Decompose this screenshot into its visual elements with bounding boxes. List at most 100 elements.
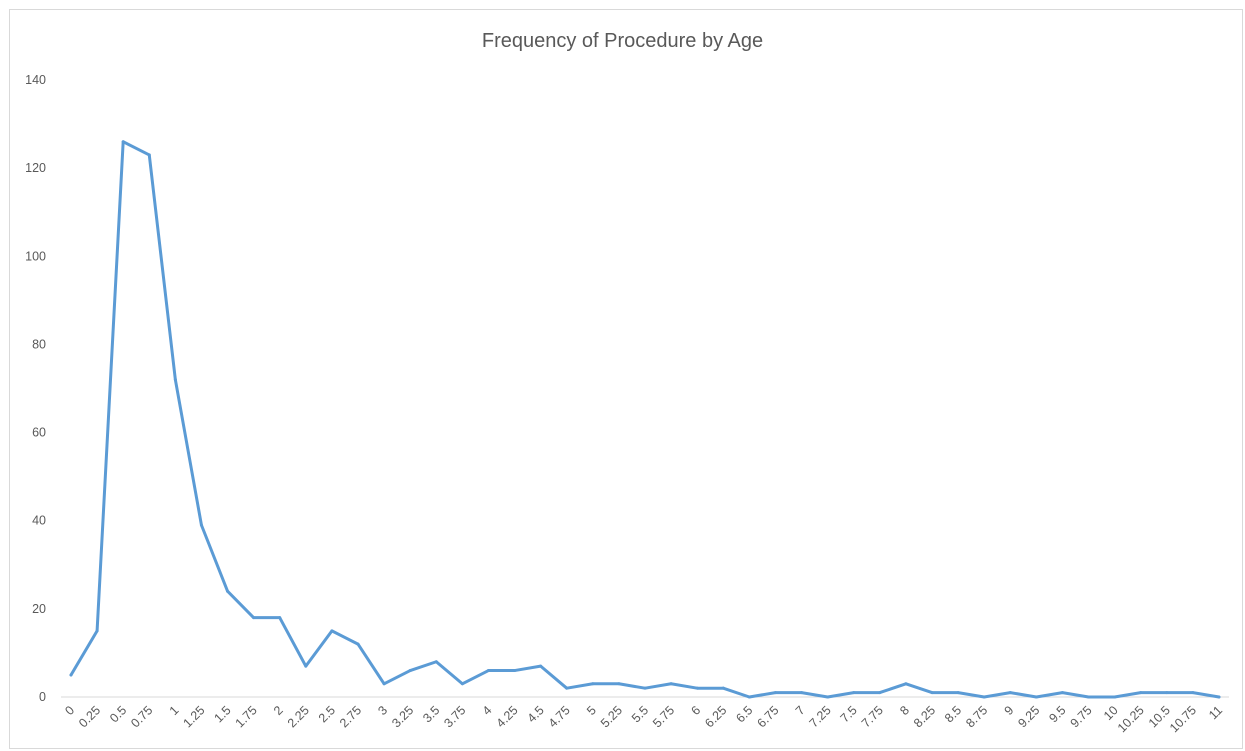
y-tick-label: 140 — [25, 73, 46, 87]
x-tick-label: 1 — [167, 703, 182, 718]
chart-title: Frequency of Procedure by Age — [481, 30, 764, 52]
x-tick-label: 2.25 — [285, 703, 312, 730]
x-tick-label: 8.5 — [942, 703, 964, 725]
y-tick-label: 100 — [25, 249, 46, 263]
x-tick-label: 9 — [1002, 703, 1017, 718]
x-tick-label: 3.75 — [441, 703, 468, 730]
y-tick-label: 0 — [39, 690, 46, 704]
x-tick-label: 10.75 — [1167, 703, 1199, 735]
x-tick-label: 5.75 — [650, 703, 677, 730]
x-tick-label: 8.25 — [911, 703, 938, 730]
data-point — [1034, 695, 1038, 699]
data-point — [486, 669, 490, 673]
data-point — [669, 682, 673, 686]
data-point — [1165, 691, 1169, 695]
x-tick-label: 7 — [793, 703, 808, 718]
data-point — [982, 695, 986, 699]
x-tick-label: 8 — [897, 703, 912, 718]
x-tick-label: 7.25 — [807, 703, 834, 730]
x-tick-label: 0.5 — [107, 703, 129, 725]
data-point — [226, 589, 230, 593]
x-tick-label: 5.5 — [629, 703, 651, 725]
x-tick-label: 6.25 — [702, 703, 729, 730]
data-point — [1060, 691, 1064, 695]
x-tick-label: 1.5 — [211, 703, 233, 725]
data-point — [330, 629, 334, 633]
series-line — [69, 140, 1221, 699]
data-point — [826, 695, 830, 699]
x-tick-label: 6.5 — [733, 703, 755, 725]
data-point — [1087, 695, 1091, 699]
x-tick-label: 7.75 — [859, 703, 886, 730]
x-tick-label: 9.75 — [1068, 703, 1095, 730]
data-point — [95, 629, 99, 633]
data-point — [199, 523, 203, 527]
x-tick-label: 0 — [62, 703, 77, 718]
x-tick-label: 0.75 — [128, 703, 155, 730]
data-point — [434, 660, 438, 664]
x-tick-label: 10.25 — [1115, 703, 1147, 735]
data-point — [800, 691, 804, 695]
data-point — [1008, 691, 1012, 695]
data-point — [878, 691, 882, 695]
x-tick-label: 9.25 — [1015, 703, 1042, 730]
x-tick-label: 11 — [1206, 703, 1225, 722]
data-point — [1113, 695, 1117, 699]
series-points — [69, 140, 1221, 699]
data-point — [591, 682, 595, 686]
x-tick-label: 4.75 — [546, 703, 573, 730]
y-tick-label: 80 — [32, 337, 46, 351]
data-point — [408, 669, 412, 673]
y-tick-label: 40 — [32, 514, 46, 528]
data-point — [460, 682, 464, 686]
y-tick-label: 20 — [32, 602, 46, 616]
data-point — [956, 691, 960, 695]
data-point — [382, 682, 386, 686]
x-tick-label: 3 — [375, 703, 390, 718]
data-point — [69, 673, 73, 677]
data-point — [1217, 695, 1221, 699]
x-tick-label: 7.5 — [838, 703, 860, 725]
chart-area — [9, 9, 1243, 749]
data-point — [252, 616, 256, 620]
data-point — [1139, 691, 1143, 695]
x-tick-label: 8.75 — [963, 703, 990, 730]
x-tick-label: 10 — [1101, 703, 1121, 723]
x-tick-label: 2.5 — [316, 703, 338, 725]
data-point — [904, 682, 908, 686]
x-tick-label: 3.5 — [420, 703, 442, 725]
x-tick-label: 2.75 — [337, 703, 364, 730]
x-tick-label: 6 — [688, 703, 703, 718]
data-point — [147, 153, 151, 157]
data-point — [695, 686, 699, 690]
data-point — [121, 140, 125, 144]
data-point — [304, 664, 308, 668]
data-point — [852, 691, 856, 695]
x-tick-label: 4.25 — [494, 703, 521, 730]
data-point — [930, 691, 934, 695]
data-point — [278, 616, 282, 620]
data-point — [721, 686, 725, 690]
x-tick-label: 1.75 — [233, 703, 260, 730]
x-tick-label: 5 — [584, 703, 599, 718]
y-axis-tick-labels: 0 20 40 60 80 100 120 140 — [25, 73, 46, 704]
x-tick-label: 0.25 — [76, 703, 103, 730]
data-point — [173, 378, 177, 382]
x-tick-label: 2 — [271, 703, 286, 718]
x-tick-label: 9.5 — [1046, 703, 1068, 725]
x-tick-label: 4 — [480, 703, 495, 718]
data-point — [773, 691, 777, 695]
data-point — [1191, 691, 1195, 695]
x-tick-label: 6.75 — [754, 703, 781, 730]
data-point — [617, 682, 621, 686]
x-tick-label: 1.25 — [180, 703, 207, 730]
x-axis-tick-labels: 00.25 0.50.75 11.25 1.51.75 22.25 2.52.75 33.2… — [62, 703, 1225, 735]
x-tick-label: 4.5 — [525, 703, 547, 725]
x-tick-label: 3.25 — [389, 703, 416, 730]
data-point — [539, 664, 543, 668]
y-tick-label: 120 — [25, 161, 46, 175]
y-tick-label: 60 — [32, 426, 46, 440]
data-point — [513, 669, 517, 673]
x-tick-label: 5.25 — [598, 703, 625, 730]
